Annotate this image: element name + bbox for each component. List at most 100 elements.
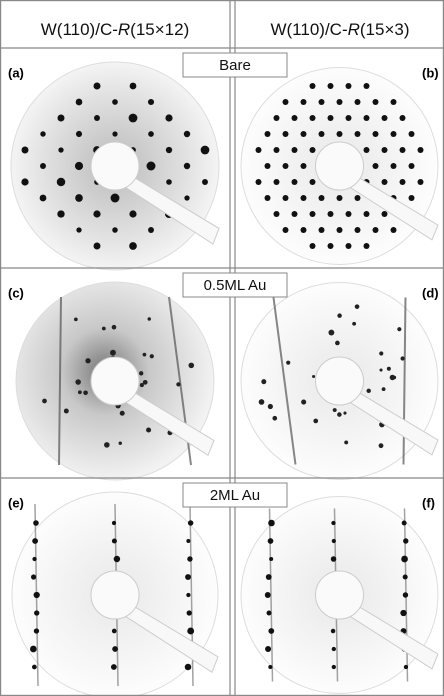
spot bbox=[185, 574, 191, 580]
spot bbox=[343, 412, 346, 415]
spot bbox=[57, 114, 64, 121]
spot bbox=[402, 521, 407, 526]
spot bbox=[313, 419, 318, 424]
spot bbox=[364, 147, 370, 153]
spot bbox=[150, 354, 154, 358]
spot bbox=[147, 162, 156, 171]
column-title: W(110)/C-R(15×3) bbox=[270, 20, 409, 39]
spot bbox=[286, 361, 290, 365]
spot bbox=[283, 99, 289, 105]
spot bbox=[176, 382, 180, 386]
spot bbox=[268, 628, 274, 634]
spot bbox=[283, 195, 289, 201]
spot bbox=[310, 83, 316, 89]
spot bbox=[283, 131, 289, 137]
spot bbox=[265, 131, 271, 137]
spot bbox=[400, 179, 406, 185]
spot bbox=[333, 408, 337, 412]
title-part: (15×3) bbox=[360, 20, 410, 39]
gun bbox=[316, 142, 364, 190]
spot bbox=[337, 131, 343, 137]
spot bbox=[301, 163, 307, 169]
spot bbox=[391, 131, 397, 137]
spot bbox=[319, 195, 325, 201]
spot bbox=[120, 411, 125, 416]
spot bbox=[332, 665, 336, 669]
spot bbox=[76, 99, 83, 106]
spot bbox=[58, 147, 63, 152]
spot bbox=[373, 227, 379, 233]
spot bbox=[266, 574, 272, 580]
spot bbox=[355, 304, 360, 309]
spot bbox=[112, 629, 117, 634]
spot bbox=[418, 147, 424, 153]
spot bbox=[409, 131, 415, 137]
panel-label: (b) bbox=[422, 65, 439, 80]
spot bbox=[355, 227, 361, 233]
leed-pattern bbox=[241, 283, 438, 480]
spot bbox=[34, 610, 39, 615]
spot bbox=[202, 179, 208, 185]
spot bbox=[186, 593, 190, 597]
spot bbox=[344, 440, 348, 444]
spot bbox=[148, 99, 154, 105]
panels bbox=[11, 62, 438, 696]
spot bbox=[403, 592, 408, 597]
spot bbox=[373, 163, 379, 169]
spot bbox=[373, 131, 379, 137]
spot bbox=[112, 325, 117, 330]
spot bbox=[335, 341, 340, 346]
spot bbox=[404, 665, 408, 669]
spot bbox=[40, 131, 45, 136]
spot bbox=[76, 227, 81, 232]
spot bbox=[403, 538, 408, 543]
spot bbox=[111, 194, 120, 203]
spot bbox=[328, 115, 334, 121]
spot bbox=[112, 227, 117, 232]
spot bbox=[268, 538, 274, 544]
gun bbox=[91, 142, 139, 190]
spot bbox=[319, 227, 325, 233]
spot bbox=[391, 163, 397, 169]
spot bbox=[268, 404, 273, 409]
spot bbox=[130, 83, 137, 90]
spot bbox=[187, 610, 192, 615]
spot bbox=[143, 380, 148, 385]
spot bbox=[310, 179, 316, 185]
panel-label: (a) bbox=[8, 65, 24, 80]
spot bbox=[418, 179, 424, 185]
spot bbox=[31, 574, 36, 579]
row-label: 0.5ML Au bbox=[204, 277, 267, 294]
spot bbox=[328, 330, 334, 336]
spot bbox=[391, 227, 397, 233]
spot bbox=[393, 376, 396, 379]
title-part: W(110)/C- bbox=[270, 20, 347, 39]
spot bbox=[256, 179, 262, 185]
spot bbox=[332, 647, 336, 651]
spot bbox=[382, 147, 388, 153]
panel-label: (f) bbox=[422, 495, 435, 510]
spot bbox=[40, 163, 46, 169]
spot bbox=[403, 574, 408, 579]
spot bbox=[332, 539, 336, 543]
spot bbox=[148, 131, 154, 137]
spot bbox=[102, 327, 106, 331]
figure: W(110)/C-R(15×12) W(110)/C-R(15×3) (a)(b… bbox=[0, 0, 444, 696]
spot bbox=[78, 390, 82, 394]
spot bbox=[274, 211, 280, 217]
gun bbox=[316, 357, 364, 405]
title-part: R bbox=[118, 20, 130, 39]
gun bbox=[316, 571, 364, 619]
spot bbox=[382, 115, 388, 121]
spot bbox=[265, 195, 271, 201]
spot bbox=[401, 556, 408, 563]
spot bbox=[40, 195, 47, 202]
leed-pattern bbox=[11, 62, 219, 270]
panel-label: (c) bbox=[8, 285, 24, 300]
panel-label: (e) bbox=[8, 495, 24, 510]
spot bbox=[184, 163, 190, 169]
spot bbox=[346, 243, 352, 249]
spot bbox=[57, 210, 64, 217]
spot bbox=[112, 538, 117, 543]
spot bbox=[337, 313, 342, 318]
